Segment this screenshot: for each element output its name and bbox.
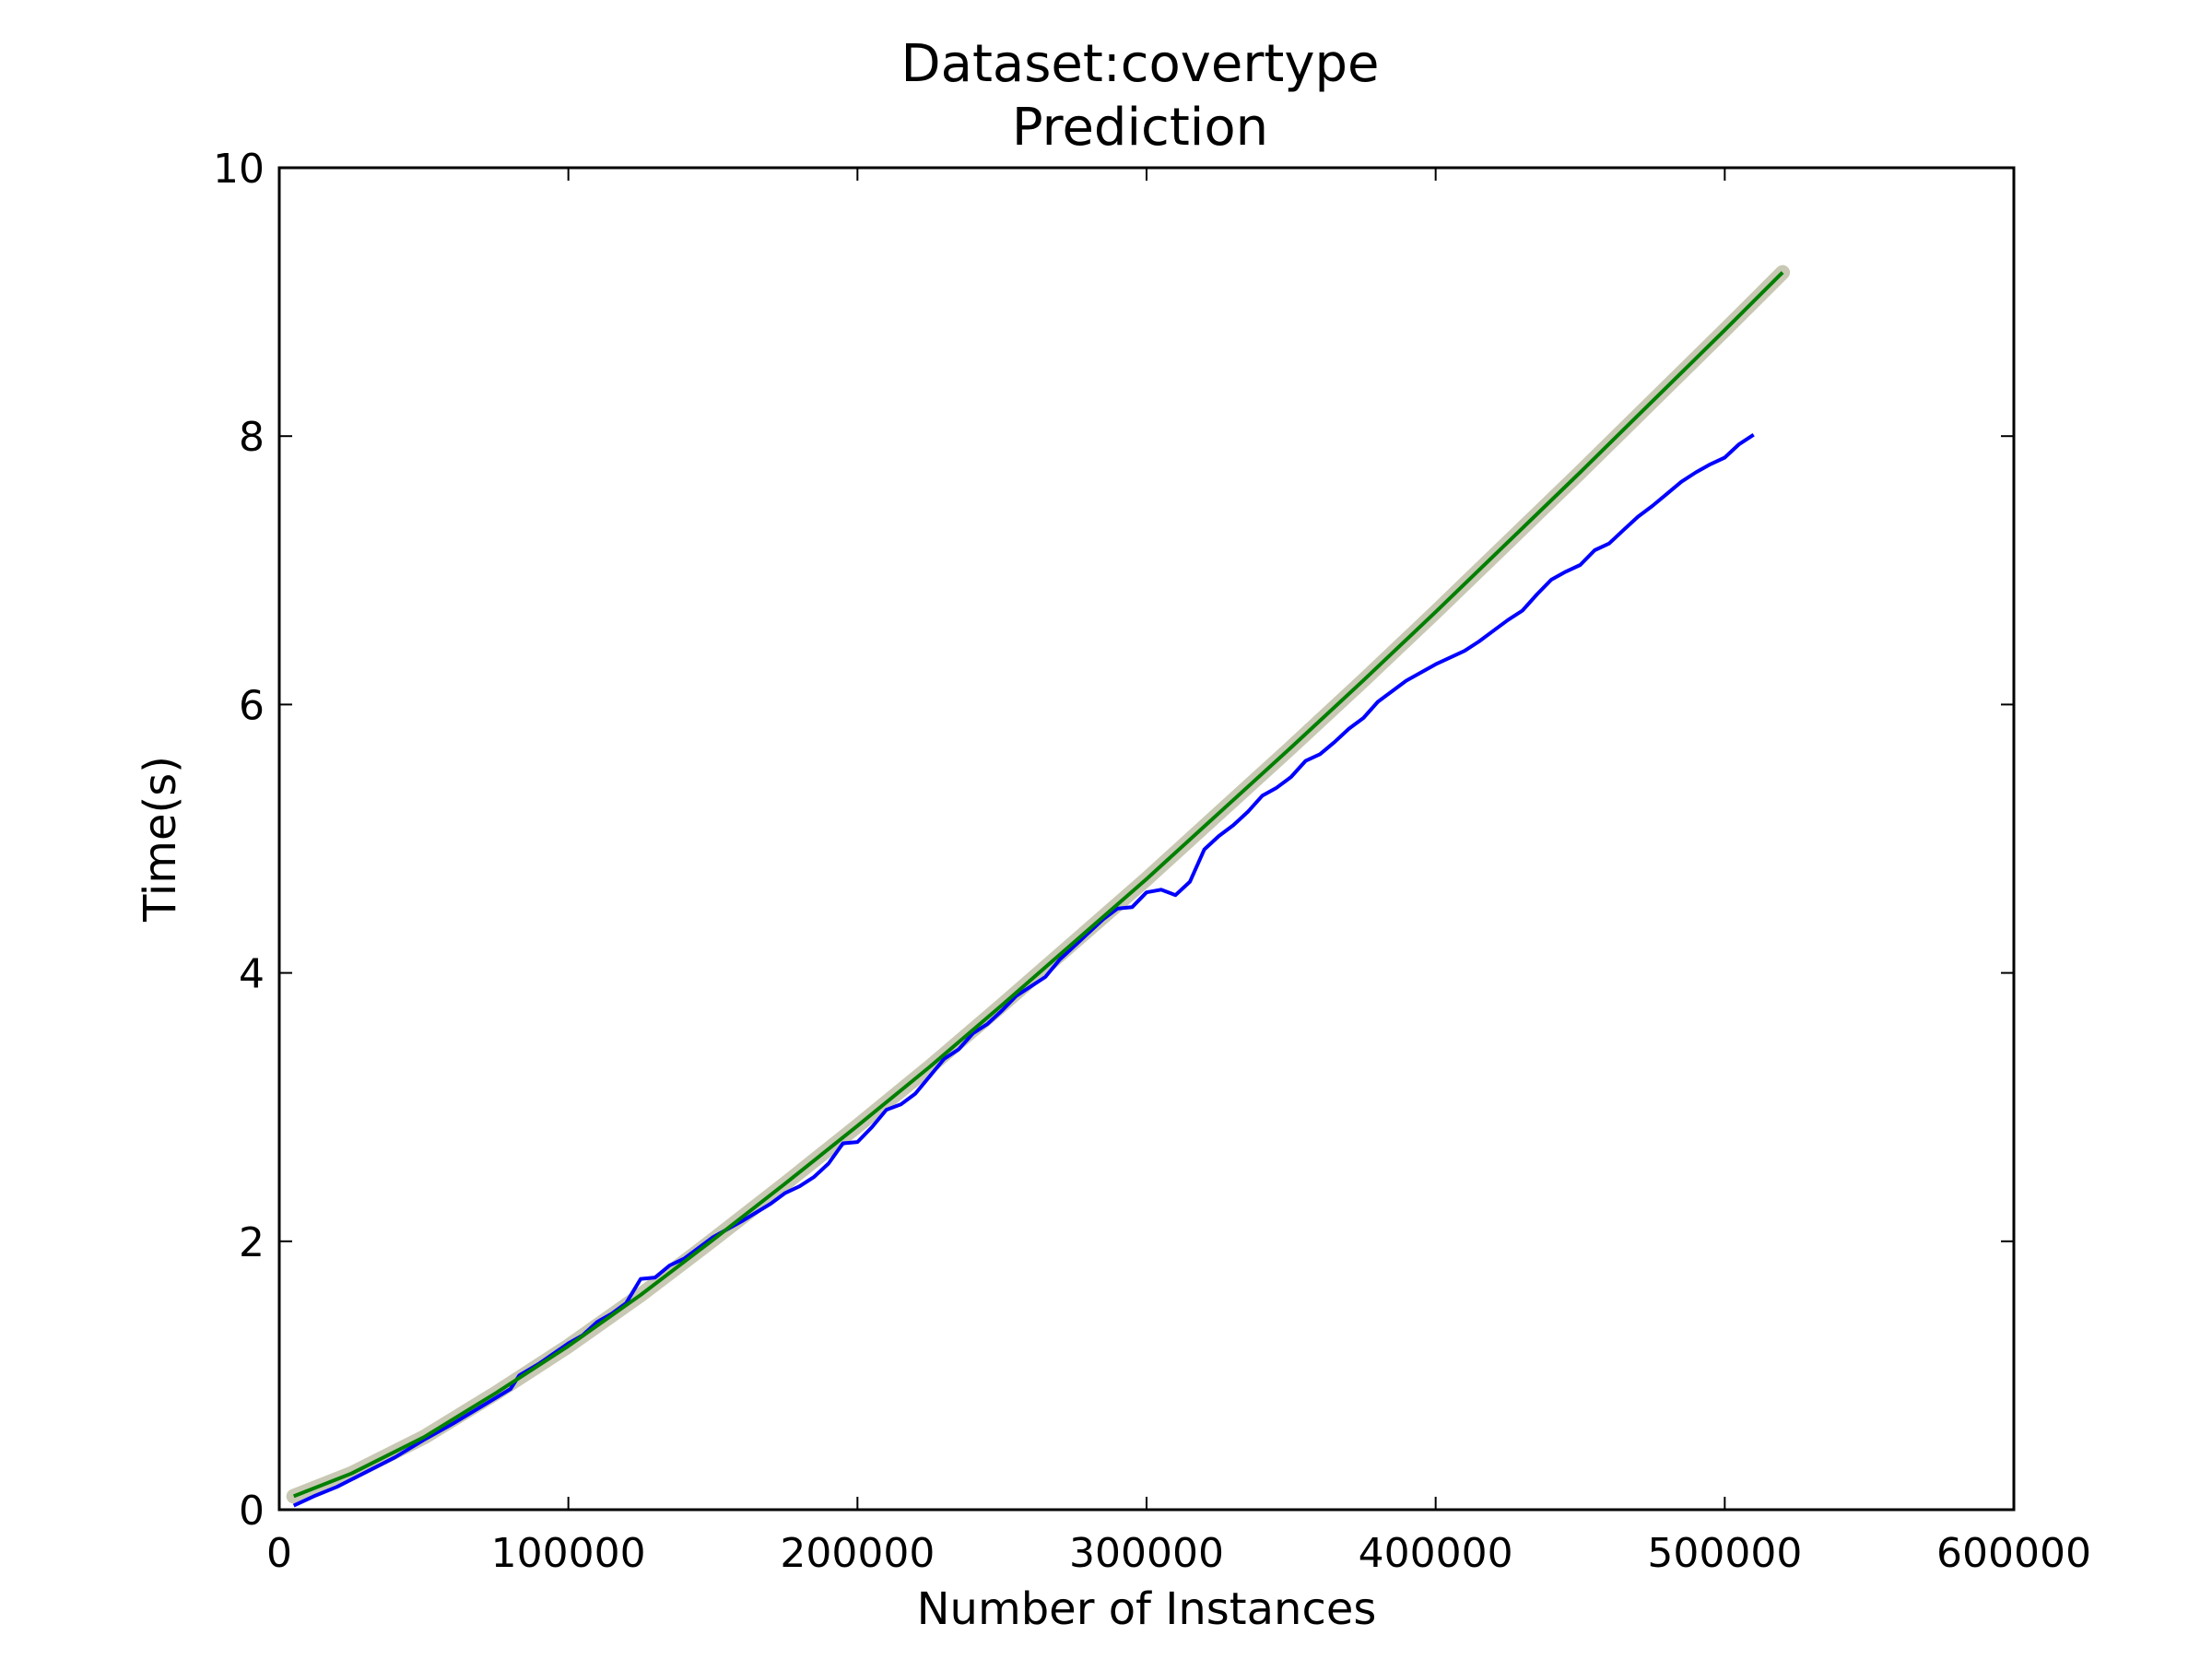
series-layer	[292, 271, 1784, 1508]
y-tick-label: 10	[213, 146, 265, 193]
x-tick-label: 500000	[1647, 1530, 1802, 1577]
x-tick-label: 400000	[1359, 1530, 1513, 1577]
x-axis-ticks: 0 100000 200000 300000 400000 500000 600000	[266, 168, 2091, 1577]
x-tick-label: 0	[266, 1530, 292, 1577]
series-0-line	[292, 433, 1755, 1508]
series-1-line	[292, 271, 1784, 1499]
confidence-band-layer	[286, 265, 1791, 1504]
plot-area-frame	[277, 166, 2016, 1512]
y-tick-label: 8	[239, 414, 265, 461]
y-tick-label: 2	[239, 1219, 265, 1266]
chart-subtitle: Prediction	[1012, 98, 1268, 158]
y-axis-label: Time(s)	[135, 756, 186, 923]
x-tick-label: 600000	[1936, 1530, 2091, 1577]
x-axis-label: Number of Instances	[917, 1583, 1377, 1635]
y-tick-label: 0	[239, 1488, 265, 1535]
x-tick-label: 100000	[491, 1530, 646, 1577]
x-tick-label: 200000	[780, 1530, 935, 1577]
chart-title: Dataset:covertype	[901, 34, 1380, 94]
x-tick-label: 300000	[1069, 1530, 1224, 1577]
y-tick-label: 6	[239, 682, 265, 729]
y-axis-ticks: 0 2 4 6 8 10	[213, 146, 2014, 1535]
series-1-band	[286, 265, 1791, 1504]
y-tick-label: 4	[239, 951, 265, 998]
